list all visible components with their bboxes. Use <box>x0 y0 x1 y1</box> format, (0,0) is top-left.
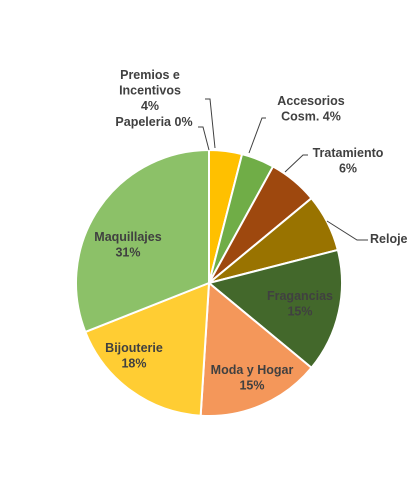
label-premios-e-incentivos: Premios e Incentivos 4% <box>119 68 181 113</box>
leader-line-premios-e-incentivos <box>205 98 216 149</box>
label-reloje: Reloje <box>370 232 408 246</box>
label-moda-y-hogar: Moda y Hogar 15% <box>211 363 294 393</box>
label-line-bijouterie: Bijouterie <box>105 341 163 355</box>
label-line-moda-y-hogar: 15% <box>239 379 264 393</box>
label-line-tratamiento: 6% <box>339 162 357 176</box>
label-line-premios-e-incentivos: Incentivos <box>119 84 181 98</box>
label-line-tratamiento: Tratamiento <box>313 146 384 160</box>
label-line-fragancias: Fragancias <box>267 289 333 303</box>
label-maquillajes: Maquillajes 31% <box>94 230 161 260</box>
slice-fragancias <box>206 248 343 370</box>
label-fragancias: Fragancias 15% <box>267 289 333 319</box>
label-line-accesorios-cosm: Cosm. 4% <box>281 110 341 124</box>
label-line-accesorios-cosm: Accesorios <box>277 94 344 108</box>
label-bijouterie: Bijouterie 18% <box>105 341 163 371</box>
label-line-premios-e-incentivos: Premios e <box>120 68 180 82</box>
slice-maquillajes <box>75 148 210 334</box>
label-accesorios-cosm: Accesorios Cosm. 4% <box>277 94 344 124</box>
slice-labels: Premios e Incentivos 4% Accesorios Cosm. 4% T… <box>94 68 407 393</box>
leader-line-papeleria <box>198 126 210 151</box>
label-line-fragancias: 15% <box>287 305 312 319</box>
label-line-moda-y-hogar: Moda y Hogar <box>211 363 294 377</box>
slice-moda-y-hogar <box>199 280 313 418</box>
label-line-reloje: Reloje <box>370 232 408 246</box>
label-line-premios-e-incentivos: 4% <box>141 99 159 113</box>
leader-line-tratamiento <box>284 154 308 173</box>
label-papeleria: Papeleria 0% <box>115 115 192 129</box>
label-line-papeleria: Papeleria 0% <box>115 115 192 129</box>
leader-line-accesorios-cosm <box>248 117 266 154</box>
label-line-maquillajes: Maquillajes <box>94 230 161 244</box>
leader-line-reloje <box>326 220 368 241</box>
pie-slices <box>75 148 343 418</box>
label-tratamiento: Tratamiento 6% <box>313 146 384 176</box>
leader-lines <box>198 98 368 241</box>
label-line-maquillajes: 31% <box>115 246 140 260</box>
slice-bijouterie <box>84 281 211 417</box>
label-line-bijouterie: 18% <box>121 357 146 371</box>
